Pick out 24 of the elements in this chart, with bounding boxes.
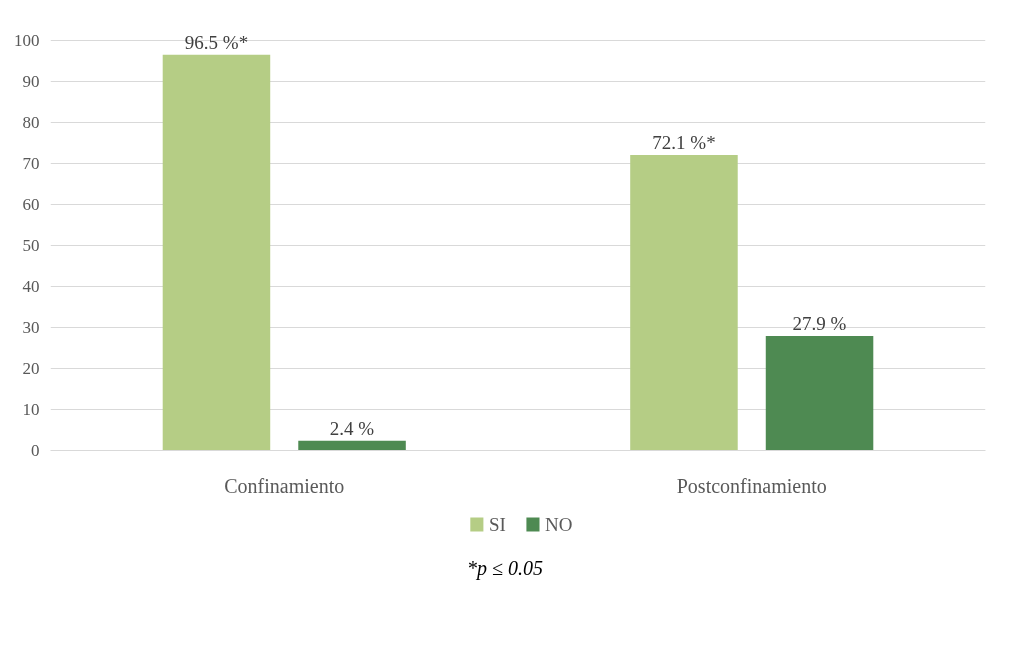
- legend-label: NO: [545, 514, 573, 535]
- x-tick-label: Postconfinamiento: [676, 474, 827, 497]
- y-tick-label: 70: [22, 154, 40, 173]
- data-label: 27.9 %: [792, 313, 847, 335]
- bar: [765, 336, 874, 451]
- y-tick-label: 30: [22, 318, 40, 337]
- y-tick-label: 50: [22, 236, 40, 255]
- y-tick-label: 60: [22, 195, 40, 214]
- bar: [162, 54, 271, 451]
- y-tick-label: 100: [14, 31, 40, 50]
- y-tick-label: 80: [22, 113, 40, 132]
- y-tick-label: 10: [22, 400, 40, 419]
- y-tick-label: 0: [31, 441, 40, 460]
- y-tick-label: 90: [22, 72, 40, 91]
- legend-label: SI: [489, 514, 506, 535]
- data-label: 96.5 %*: [184, 31, 249, 53]
- data-label: 72.1 %*: [652, 131, 716, 153]
- text: *p ≤ 0.05: [467, 556, 543, 582]
- data-label: 2.4 %: [329, 417, 375, 439]
- bar: [298, 440, 406, 451]
- x-tick-label: Confinamiento: [224, 474, 345, 497]
- y-tick-label: 40: [22, 277, 40, 296]
- y-tick-label: 20: [22, 359, 40, 378]
- bar: [630, 154, 738, 451]
